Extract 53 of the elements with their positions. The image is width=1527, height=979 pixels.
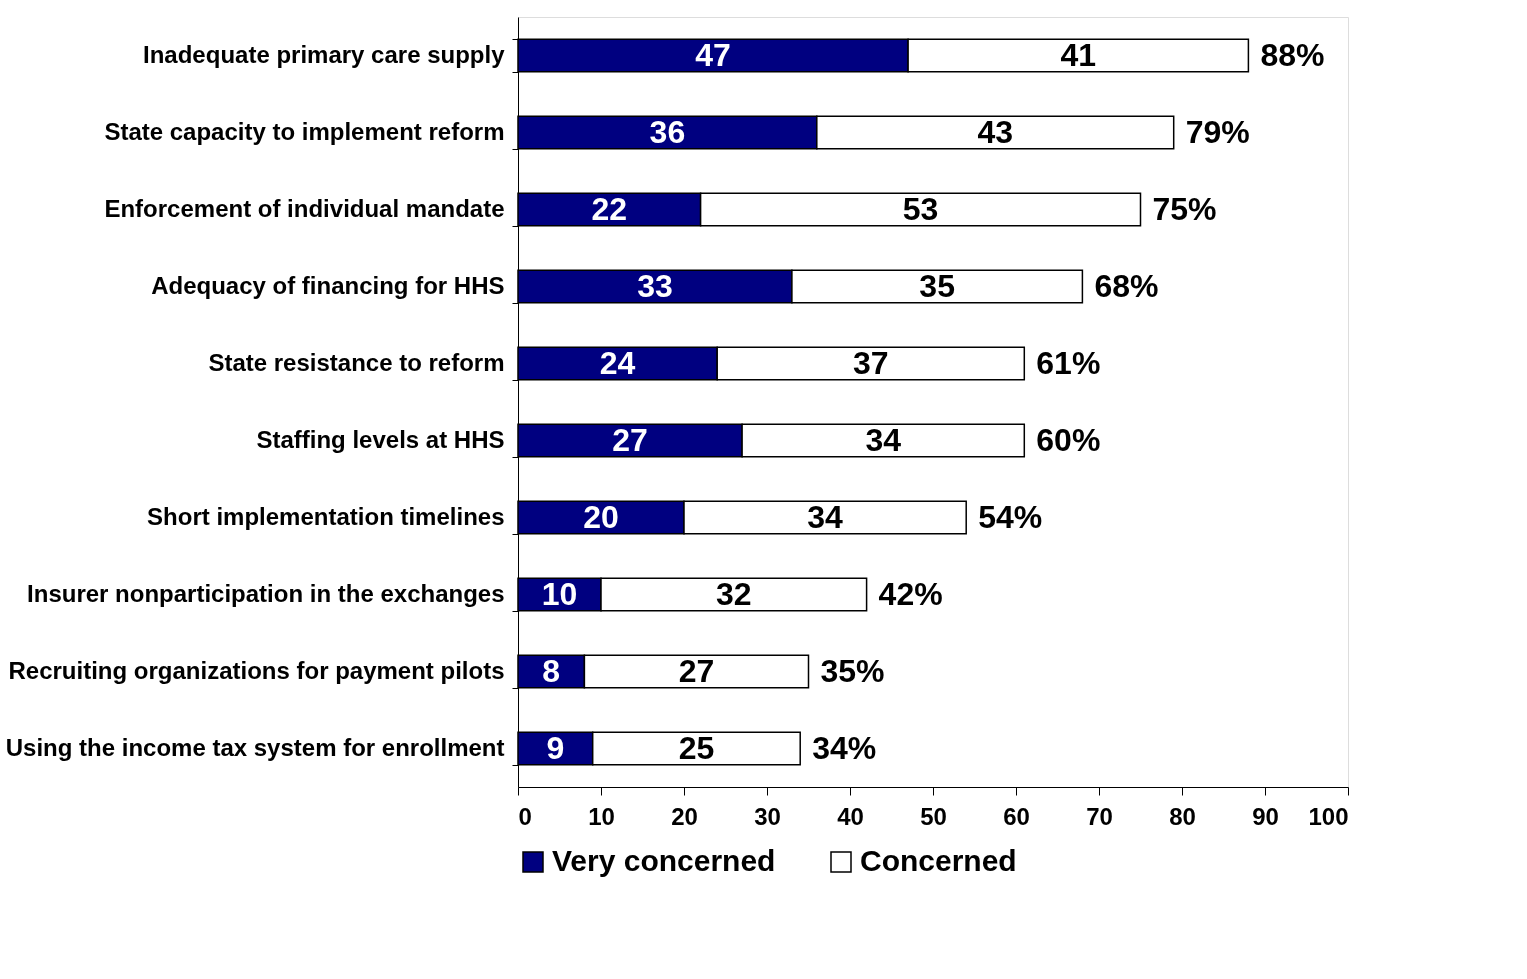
total-label: 79%	[1185, 113, 1250, 150]
data-label: 25	[678, 729, 715, 766]
y-tick-label: Recruiting organizations for payment pilots	[8, 657, 505, 684]
x-tick-label: 100	[1308, 802, 1349, 830]
y-tick-label: Staffing levels at HHS	[256, 426, 505, 453]
total-label: 68%	[1094, 267, 1159, 304]
data-label: 53	[902, 190, 939, 227]
y-tick-label: Adequacy of financing for HHS	[151, 272, 505, 299]
total-label: 34%	[812, 729, 877, 766]
data-label: 37	[852, 344, 889, 381]
data-label: 20	[583, 498, 619, 535]
data-label: 10	[541, 575, 578, 612]
x-tick-label: 50	[920, 802, 947, 830]
data-label: 8	[542, 652, 561, 689]
x-tick-label: 30	[754, 802, 781, 830]
x-tick-label: 40	[837, 802, 864, 830]
x-tick-label: 80	[1169, 802, 1196, 830]
y-tick-label: State capacity to implement reform	[104, 118, 505, 145]
y-tick-label: Insurer nonparticipation in the exchanges	[27, 580, 505, 607]
data-label: 34	[865, 421, 902, 458]
x-tick-label: 10	[588, 802, 615, 830]
total-label: 88%	[1260, 36, 1325, 73]
data-label: 27	[612, 421, 648, 458]
x-tick-label: 90	[1252, 802, 1279, 830]
data-label: 32	[716, 575, 752, 612]
total-label: 42%	[878, 575, 943, 612]
data-label: 9	[546, 729, 565, 766]
y-tick-label: Inadequate primary care supply	[143, 41, 506, 68]
data-label: 22	[591, 190, 628, 227]
data-label: 47	[695, 36, 731, 73]
data-label: 35	[919, 267, 955, 304]
x-tick-label: 0	[518, 802, 532, 830]
data-label: 41	[1060, 36, 1097, 73]
total-label: 35%	[820, 652, 885, 689]
data-label: 27	[678, 652, 715, 689]
total-label: 75%	[1152, 190, 1217, 227]
data-label: 34	[807, 498, 844, 535]
y-tick-label: State resistance to reform	[208, 349, 505, 376]
legend-label: Concerned	[860, 844, 1017, 877]
x-tick-label: 70	[1086, 802, 1113, 830]
data-label: 43	[977, 113, 1014, 150]
data-label: 33	[637, 267, 673, 304]
data-label: 24	[599, 344, 636, 381]
total-label: 54%	[978, 498, 1043, 535]
x-tick-label: 60	[1003, 802, 1030, 830]
total-label: 61%	[1036, 344, 1101, 381]
y-tick-label: Enforcement of individual mandate	[104, 195, 505, 222]
x-tick-label: 20	[671, 802, 698, 830]
y-tick-label: Short implementation timelines	[147, 503, 505, 530]
total-label: 60%	[1036, 421, 1101, 458]
legend-label: Very concerned	[552, 844, 776, 877]
data-label: 36	[649, 113, 686, 150]
y-tick-label: Using the income tax system for enrollment	[5, 734, 505, 761]
